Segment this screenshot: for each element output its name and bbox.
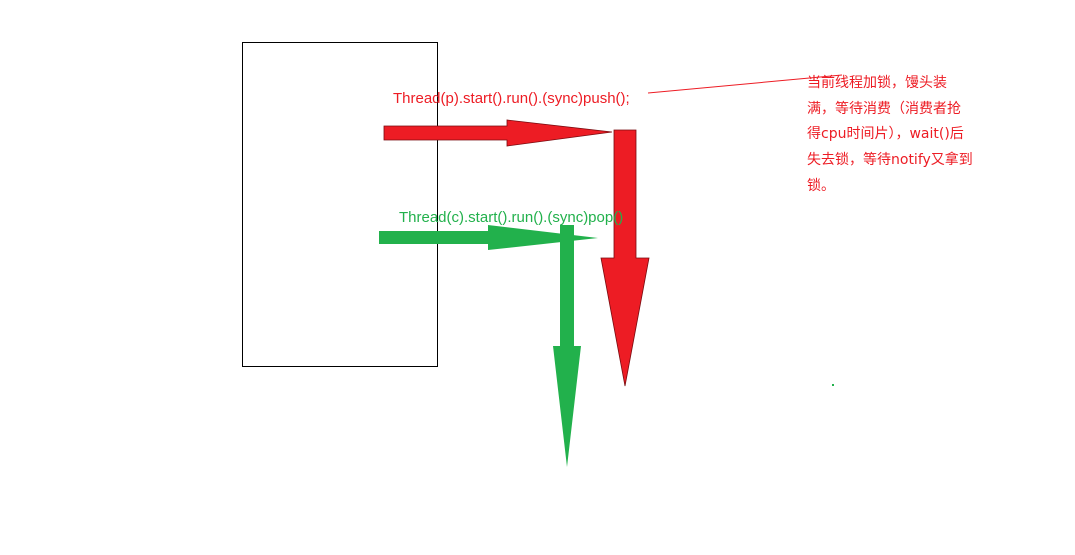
note-pointer-line bbox=[647, 74, 843, 94]
note-line-3: 得cpu时间片），wait()后 bbox=[807, 125, 964, 142]
consumer-label: Thread(c).start().run().(sync)pop() bbox=[399, 209, 623, 226]
container-box bbox=[242, 42, 438, 367]
note-line-5: 锁。 bbox=[807, 178, 835, 194]
producer-horizontal-arrow bbox=[383, 119, 613, 147]
producer-vertical-arrow bbox=[600, 129, 650, 387]
producer-label: Thread(p).start().run().(sync)push(); bbox=[393, 90, 630, 107]
note-line-4: 失去锁，等待notify又拿到 bbox=[807, 151, 973, 168]
consumer-horizontal-arrow bbox=[379, 225, 598, 250]
note-line-1: 当前线程加锁，馒头装 bbox=[807, 74, 947, 91]
green-dot-mark bbox=[832, 384, 834, 386]
consumer-vertical-arrow bbox=[553, 225, 581, 467]
note-line-2: 满，等待消费（消费者抢 bbox=[807, 100, 961, 117]
